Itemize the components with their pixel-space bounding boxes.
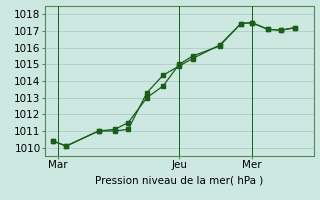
X-axis label: Pression niveau de la mer( hPa ): Pression niveau de la mer( hPa )	[95, 176, 263, 186]
